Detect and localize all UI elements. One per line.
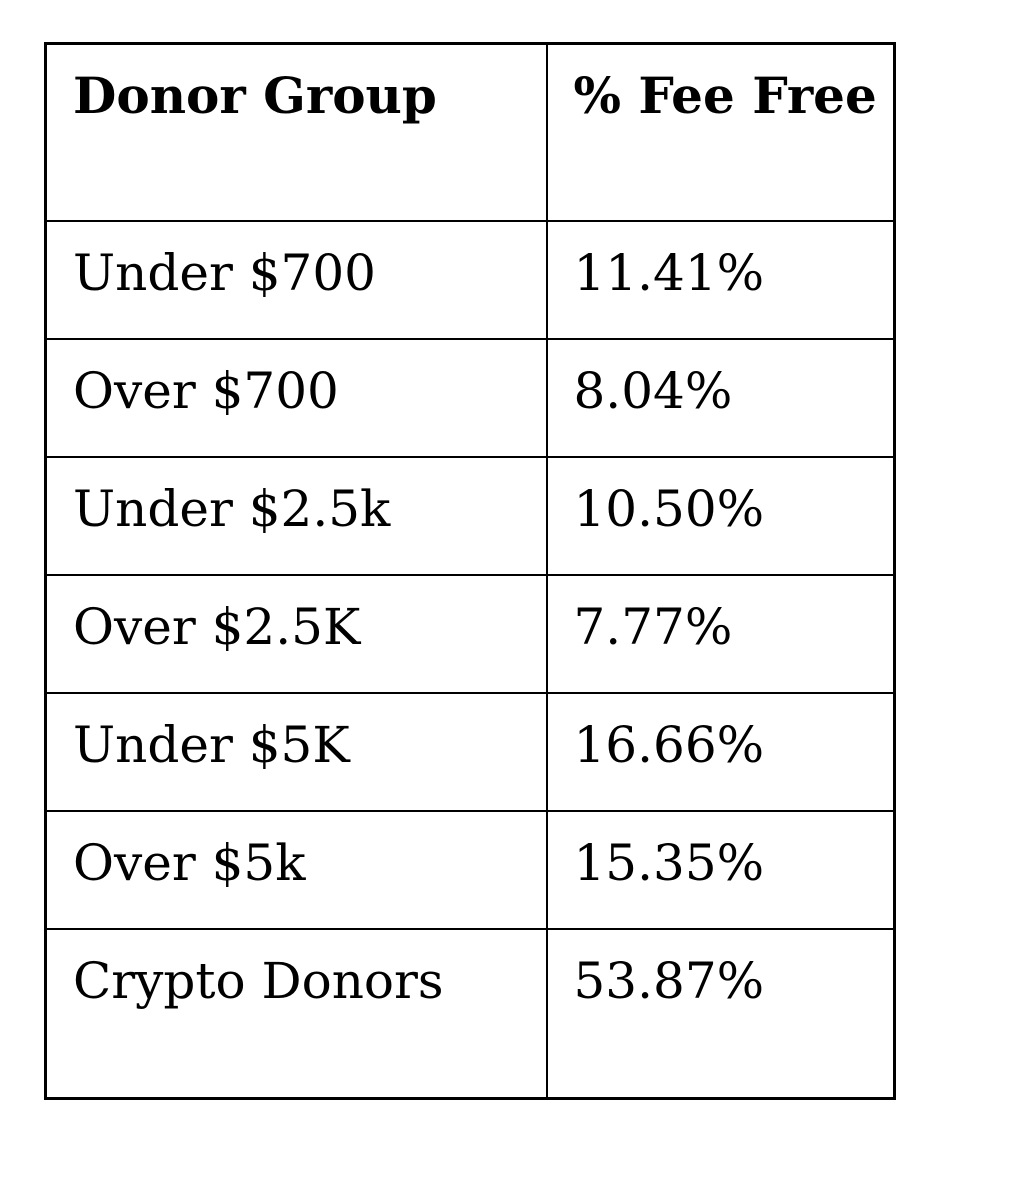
fee-free-cell: 8.04% [545, 337, 896, 458]
column-header-donor-group: Donor Group [44, 42, 548, 222]
table-row: Under $2.5k 10.50% [44, 455, 896, 576]
donor-group-cell: Under $700 [44, 219, 548, 340]
donor-group-cell: Over $2.5K [44, 573, 548, 694]
fee-free-cell: 11.41% [545, 219, 896, 340]
column-header-fee-free: % Fee Free [545, 42, 896, 222]
donor-group-cell: Over $700 [44, 337, 548, 458]
table-header-row: Donor Group % Fee Free [44, 42, 896, 222]
table-row: Over $5k 15.35% [44, 809, 896, 930]
table-row: Over $2.5K 7.77% [44, 573, 896, 694]
fee-free-cell: 53.87% [545, 927, 896, 1100]
donor-fee-table: Donor Group % Fee Free Under $700 11.41% O… [44, 42, 896, 1100]
table-row: Under $5K 16.66% [44, 691, 896, 812]
fee-free-cell: 16.66% [545, 691, 896, 812]
table-row: Over $700 8.04% [44, 337, 896, 458]
donor-group-cell: Over $5k [44, 809, 548, 930]
donor-group-cell: Under $5K [44, 691, 548, 812]
table-row: Under $700 11.41% [44, 219, 896, 340]
table-row: Crypto Donors 53.87% [44, 927, 896, 1100]
donor-group-cell: Under $2.5k [44, 455, 548, 576]
donor-group-cell: Crypto Donors [44, 927, 548, 1100]
fee-free-cell: 7.77% [545, 573, 896, 694]
fee-free-cell: 10.50% [545, 455, 896, 576]
fee-free-cell: 15.35% [545, 809, 896, 930]
